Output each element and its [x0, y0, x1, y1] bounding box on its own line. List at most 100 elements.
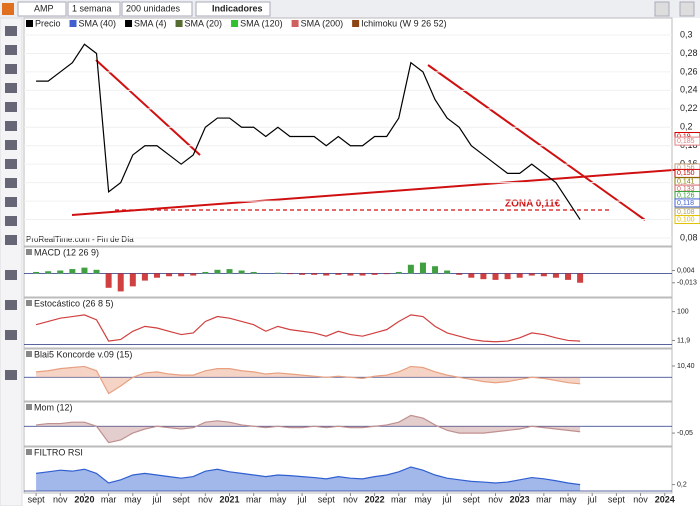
indicator-icon — [26, 249, 32, 255]
x-tick-label: 2022 — [365, 494, 385, 504]
period-box[interactable] — [67, 1, 121, 17]
tool[interactable] — [5, 300, 17, 310]
histogram-bar — [323, 273, 330, 276]
y-tick-label: 0,2 — [677, 481, 687, 488]
legend-swatch — [291, 20, 299, 27]
units: 200 unidades — [126, 3, 181, 13]
y-tick-label: 10,40 — [677, 363, 695, 370]
legend-label: SMA (40) — [79, 18, 117, 28]
price-tag-label: 0,108 — [677, 209, 695, 216]
histogram-bar — [311, 273, 318, 275]
price-panel — [23, 17, 673, 247]
legend-swatch — [26, 20, 33, 27]
x-tick-label: sept — [463, 494, 481, 504]
x-tick-label: mar — [391, 494, 407, 504]
x-tick-label: nov — [53, 494, 68, 504]
tool[interactable] — [5, 83, 17, 93]
price-line — [36, 43, 581, 220]
indicator-title: FILTRO RSI — [34, 447, 83, 457]
x-tick-label: may — [124, 494, 142, 504]
y-tick-label: 0,28 — [680, 48, 698, 58]
histogram-bar — [565, 273, 572, 280]
trend-line[interactable] — [427, 64, 646, 221]
histogram-bar — [359, 273, 366, 276]
histogram-bar — [492, 273, 499, 280]
x-tick-label: sept — [318, 494, 336, 504]
histogram-bar — [238, 270, 245, 274]
histogram-bar — [202, 271, 209, 274]
indicator-area — [36, 366, 581, 394]
price-tag-label: 0,185 — [677, 138, 695, 145]
tool[interactable] — [5, 121, 17, 131]
indicator-title: MACD (12 26 9) — [34, 247, 99, 257]
settings[interactable] — [654, 1, 670, 17]
trend-line[interactable] — [71, 167, 700, 216]
legend-swatch — [125, 20, 133, 27]
histogram-bar — [444, 270, 451, 274]
legend-label: Ichimoku (W 9 26 52) — [361, 18, 447, 28]
indicator-icon — [26, 300, 32, 306]
histogram-bar — [540, 273, 547, 277]
x-tick-label: 2021 — [220, 494, 240, 504]
histogram-bar — [105, 273, 112, 288]
legend-label: SMA (4) — [134, 18, 167, 28]
histogram-bar — [153, 273, 160, 278]
histogram-bar — [504, 273, 511, 280]
histogram-bar — [69, 269, 76, 274]
period: 1 semana — [72, 3, 112, 13]
tool[interactable] — [5, 140, 17, 150]
x-tick-label: 2024 — [655, 494, 675, 504]
indicator-title: Mom (12) — [34, 402, 73, 412]
histogram-bar — [432, 266, 439, 274]
x-tick-label: sept — [28, 494, 46, 504]
y-tick-label: 0,3 — [680, 29, 693, 39]
trend-line[interactable] — [95, 59, 201, 156]
legend-swatch — [231, 20, 239, 27]
x-tick-label: nov — [633, 494, 648, 504]
price-tag-label: 0,141 — [677, 179, 695, 186]
histogram-bar — [45, 271, 52, 274]
price-tag-label: 0,118 — [677, 200, 694, 207]
tool[interactable] — [5, 216, 17, 226]
price-tag-label: 0,100 — [677, 216, 695, 223]
histogram-bar — [528, 273, 535, 276]
tool[interactable] — [5, 330, 17, 340]
y-tick-label: 0,08 — [680, 232, 698, 242]
tool[interactable] — [5, 64, 17, 74]
tool[interactable] — [5, 159, 17, 169]
tool[interactable] — [5, 26, 17, 36]
histogram-bar — [552, 273, 559, 278]
x-tick-label: mar — [101, 494, 117, 504]
price-tag-label: 0,150 — [677, 170, 695, 177]
indicator-panel — [23, 297, 673, 349]
tool[interactable] — [5, 197, 17, 207]
tool[interactable] — [5, 178, 17, 188]
y-tick-label: 0,24 — [680, 85, 698, 95]
histogram-bar — [81, 267, 88, 274]
legend-label: SMA (20) — [185, 18, 223, 28]
symbol-box[interactable] — [17, 1, 67, 17]
histogram-bar — [456, 273, 463, 275]
tool[interactable] — [5, 102, 17, 112]
x-tick-label: may — [269, 494, 287, 504]
indicator-title: Blai5 Koncorde v.09 (15) — [34, 349, 132, 359]
tool[interactable] — [5, 270, 17, 280]
y-tick-label: 100 — [677, 308, 689, 315]
histogram-bar — [299, 273, 306, 275]
x-tick-label: nov — [488, 494, 503, 504]
tool[interactable] — [5, 235, 17, 245]
x-tick-label: 2020 — [74, 494, 94, 504]
legend-swatch — [69, 20, 77, 27]
indicator-line — [35, 314, 581, 343]
tools — [5, 26, 17, 380]
tool[interactable] — [5, 370, 17, 380]
tool[interactable] — [5, 45, 17, 55]
menu[interactable] — [679, 1, 695, 17]
units-box[interactable] — [121, 1, 193, 17]
histogram-bar — [419, 262, 426, 274]
indicators-box[interactable] — [195, 1, 271, 17]
indicator-panel — [23, 401, 673, 447]
symbol: AMP — [34, 3, 54, 13]
indicator-icon — [26, 351, 32, 357]
